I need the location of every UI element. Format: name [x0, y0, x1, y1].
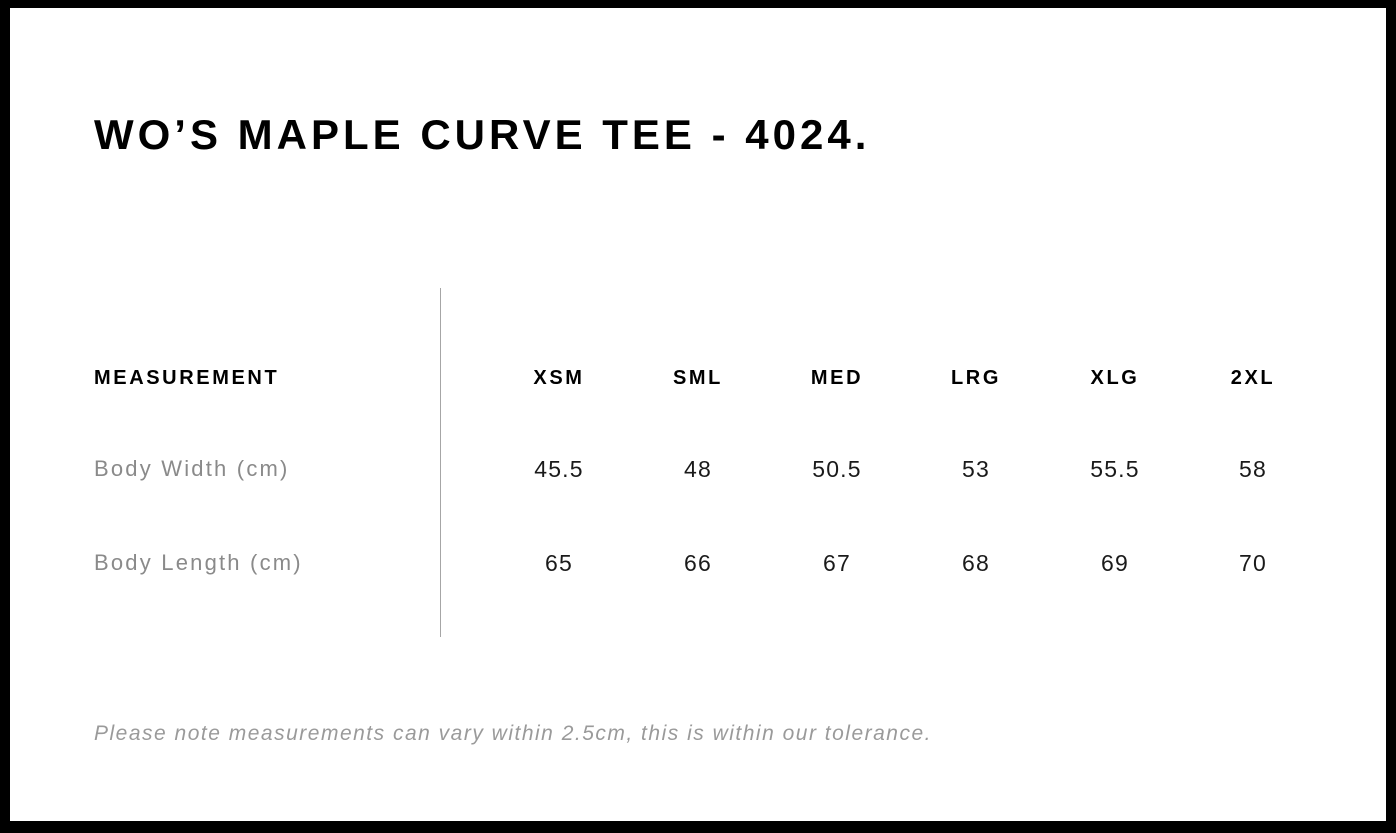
cell-body-length-med: 67: [823, 550, 851, 576]
cell-body-length-lrg: 68: [962, 550, 990, 576]
cell-body-length-xlg: 69: [1101, 550, 1129, 576]
cell-body-width-sml: 48: [684, 456, 712, 482]
cell-body-width-xlg: 55.5: [1090, 456, 1140, 482]
column-header-med: MED: [810, 367, 864, 389]
cell-body-length-xsm: 65: [545, 550, 573, 576]
column-header-2xl: 2XL: [1230, 367, 1276, 389]
size-chart-sheet: WO’S MAPLE CURVE TEE - 4024. MEASUREMENT…: [10, 8, 1386, 821]
cell-body-width-med: 50.5: [812, 456, 862, 482]
row-label-body-length: Body Length (cm): [94, 550, 303, 575]
table-row: Body Length (cm) 65 66 67 68 69 70: [10, 543, 1386, 583]
tolerance-note: Please note measurements can vary within…: [94, 722, 933, 745]
column-header-xsm: XSM: [533, 367, 585, 389]
row-label-body-width: Body Width (cm): [94, 456, 290, 481]
column-header-lrg: LRG: [950, 367, 1002, 389]
page-title: WO’S MAPLE CURVE TEE - 4024.: [94, 111, 871, 158]
column-header-xlg: XLG: [1090, 367, 1140, 389]
table-row: Body Width (cm) 45.5 48 50.5 53 55.5 58: [10, 449, 1386, 489]
column-header-sml: SML: [672, 367, 724, 389]
cell-body-width-2xl: 58: [1239, 456, 1267, 482]
cell-body-length-sml: 66: [684, 550, 712, 576]
column-divider: [440, 288, 441, 637]
cell-body-length-2xl: 70: [1239, 550, 1267, 576]
size-chart-table: MEASUREMENT XSM SML MED LRG XLG 2XL Body…: [10, 8, 1386, 821]
cell-body-width-lrg: 53: [962, 456, 990, 482]
table-header-row: MEASUREMENT XSM SML MED LRG XLG 2XL: [10, 358, 1386, 398]
column-header-measurement: MEASUREMENT: [94, 367, 280, 389]
cell-body-width-xsm: 45.5: [534, 456, 584, 482]
